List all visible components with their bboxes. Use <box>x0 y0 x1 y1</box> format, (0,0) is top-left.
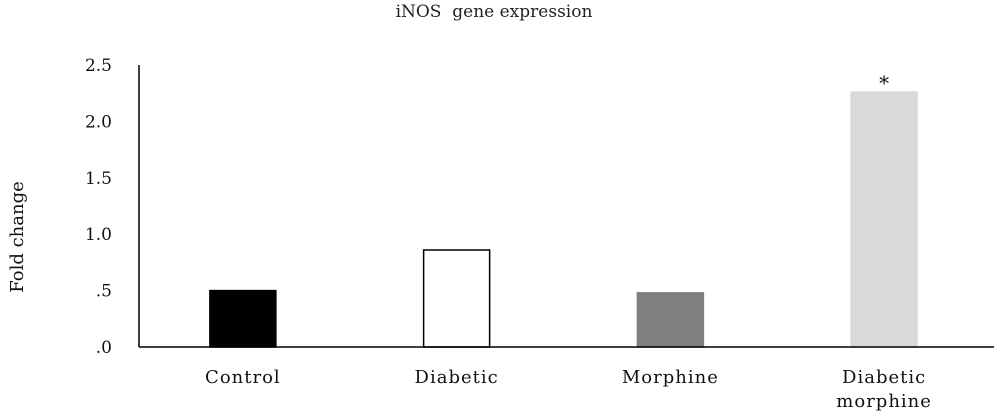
bar <box>636 292 705 348</box>
y-tick-label: 1.5 <box>85 169 112 189</box>
y-tick-label: 1.0 <box>85 225 112 245</box>
significance-marker: * <box>879 71 889 95</box>
x-tick-label: Morphine <box>622 367 719 388</box>
x-tick-label: Diabetic <box>842 367 926 388</box>
y-tick-label: .0 <box>96 338 112 358</box>
y-axis-ticks: .0 .5 1.0 1.5 2.0 2.5 <box>85 56 112 358</box>
bar <box>850 91 918 348</box>
category-labels: Control Diabetic Morphine Diabetic morphine <box>205 367 932 412</box>
y-axis-label: Fold change <box>7 181 28 293</box>
y-tick-label: .5 <box>96 282 112 302</box>
bar <box>422 249 491 348</box>
y-tick-label: 2.0 <box>85 112 112 132</box>
bars <box>209 91 918 348</box>
x-tick-label: morphine <box>836 391 932 412</box>
y-tick-label: 2.5 <box>85 56 112 76</box>
annotations: * <box>879 71 889 95</box>
chart-title: iNOS gene expression <box>396 2 593 22</box>
x-tick-label: Diabetic <box>415 367 499 388</box>
bar <box>209 289 277 348</box>
x-tick-label: Control <box>205 367 281 388</box>
